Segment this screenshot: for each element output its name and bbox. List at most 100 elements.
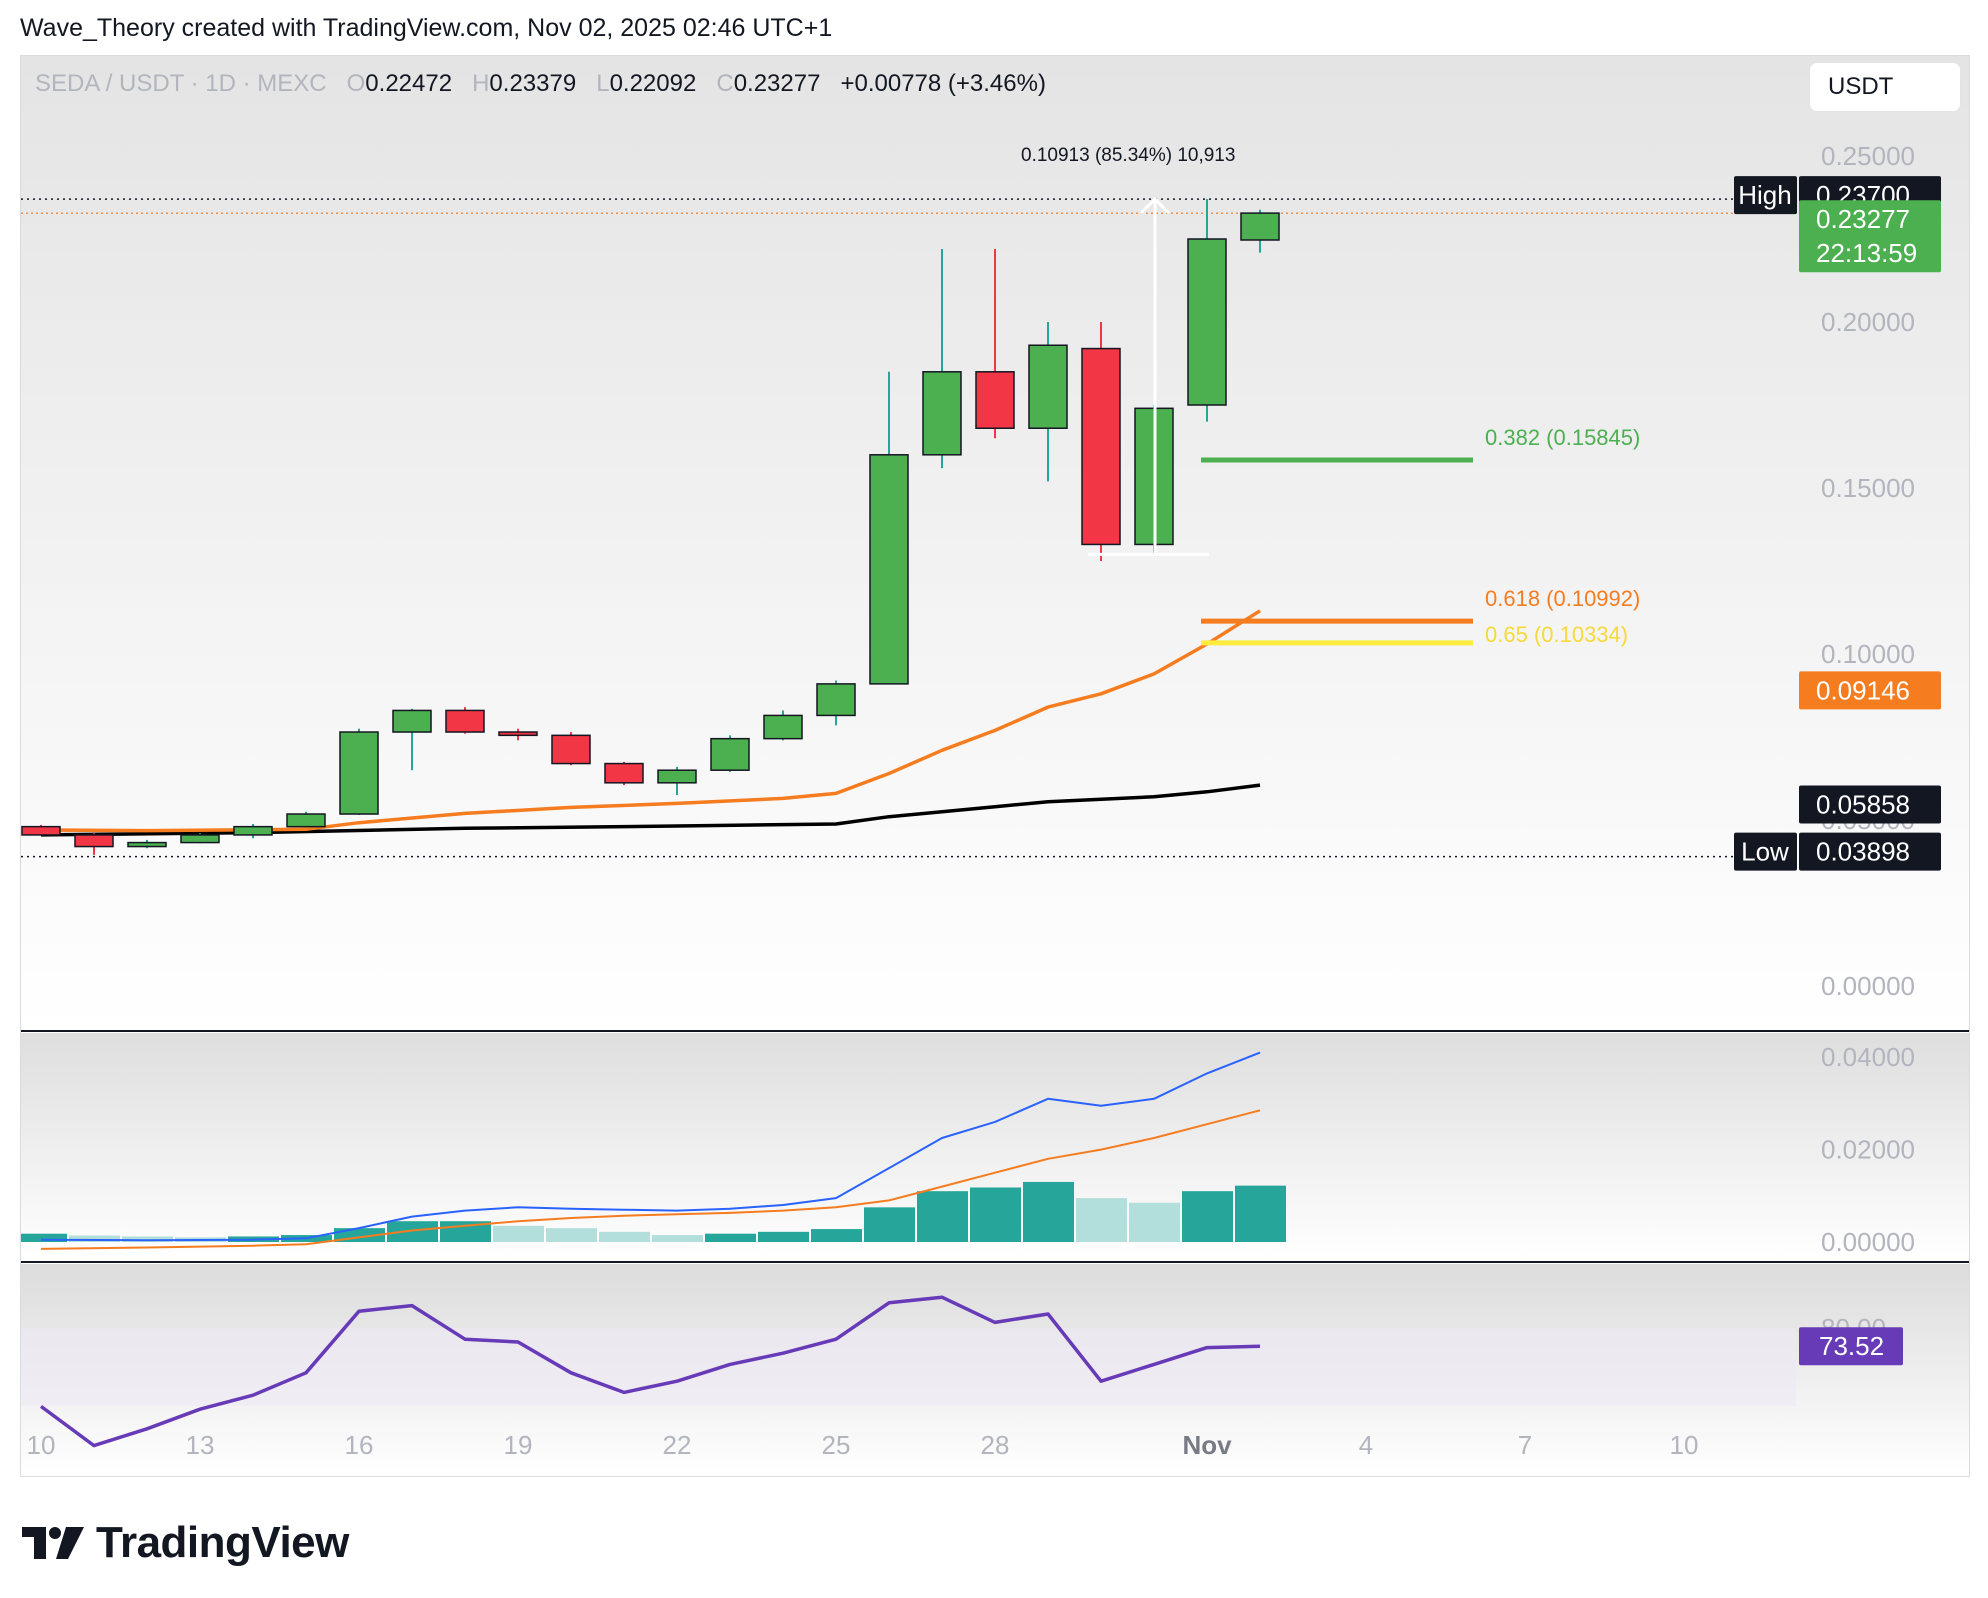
candle-body <box>604 762 644 784</box>
candle-body <box>1240 212 1280 241</box>
candle-body <box>392 709 432 733</box>
x-axis: 10 13 16 19 22 25 28 Nov 4 7 10 <box>27 1430 1699 1460</box>
candle-body <box>922 371 962 456</box>
candle-body <box>1187 238 1227 406</box>
candle-body <box>657 769 697 784</box>
price-label-value: 0.03898 <box>1816 837 1910 867</box>
macd-histogram-bar <box>705 1233 756 1242</box>
chart-canvas[interactable]: 0.250000.200000.150000.100000.050000.000… <box>21 56 1969 1476</box>
price-tag-box <box>1734 832 1797 871</box>
macd-histogram-bar <box>599 1231 650 1242</box>
candle-body <box>498 731 538 737</box>
macd-axis-tick: 0.00000 <box>1821 1227 1915 1257</box>
x-axis-tick: 28 <box>981 1430 1010 1460</box>
tradingview-brand-name: TradingView <box>96 1518 349 1567</box>
ema-fast-line <box>40 609 1261 833</box>
candle-body <box>233 825 273 836</box>
x-axis-tick: 10 <box>1670 1430 1699 1460</box>
price-axis-tick: 0.10000 <box>1821 639 1915 669</box>
price-axis-tick: 0.25000 <box>1821 141 1915 171</box>
main-pane-background <box>21 56 1969 1031</box>
macd-histogram-bar <box>1182 1191 1233 1242</box>
macd-histogram-bar <box>21 1233 67 1242</box>
price-axis-tick: 0.00000 <box>1821 971 1915 1001</box>
candle-body <box>710 737 750 771</box>
rsi-line <box>39 1295 1261 1448</box>
x-axis-tick: 22 <box>663 1430 692 1460</box>
ohlc-legend: SEDA / USDT · 1D · MEXC O0.22472 H0.2337… <box>35 70 1046 98</box>
macd-histogram-bar <box>387 1221 438 1242</box>
ema-slow-line <box>40 783 1261 837</box>
candle-body <box>975 371 1015 429</box>
open-value: 0.22472 <box>365 70 453 97</box>
rsi-band <box>21 1328 1796 1406</box>
candle-body <box>869 454 909 685</box>
price-label-countdown: 22:13:59 <box>1816 238 1917 268</box>
price-axis-tick: 0.15000 <box>1821 473 1915 503</box>
tradingview-logo-icon <box>22 1527 84 1559</box>
price-label-box <box>1799 785 1941 824</box>
change-value: +0.00778 (+3.46%) <box>840 70 1046 97</box>
macd-histogram-bar <box>493 1225 544 1242</box>
macd-histogram-bar <box>652 1235 703 1242</box>
rsi-value-label: 73.52 <box>1819 1331 1884 1361</box>
macd-histogram-bar <box>1129 1202 1180 1242</box>
macd-histogram-bar <box>917 1191 968 1242</box>
candle-body <box>445 709 485 733</box>
candle-body <box>21 825 61 836</box>
candle-body <box>127 841 167 848</box>
x-axis-tick: 25 <box>822 1430 851 1460</box>
currency-button[interactable]: USDT <box>1809 62 1961 112</box>
chart-frame[interactable]: 0.250000.200000.150000.100000.050000.000… <box>20 55 1970 1477</box>
fib-level-label: 0.618 (0.10992) <box>1485 586 1640 611</box>
macd-signal-line <box>40 1109 1261 1250</box>
price-label-value: 0.05858 <box>1816 790 1910 820</box>
candle-body <box>816 683 856 717</box>
rsi-value-box <box>1799 1327 1903 1366</box>
close-value: 0.23277 <box>733 70 821 97</box>
price-label-box <box>1799 671 1941 710</box>
tradingview-logo[interactable]: TradingView <box>22 1518 349 1568</box>
price-label-value: 0.09146 <box>1816 675 1910 705</box>
candle-body <box>339 731 379 815</box>
price-tag-label: High <box>1738 180 1791 210</box>
macd-axis-tick: 0.04000 <box>1821 1042 1915 1072</box>
macd-pane: 0.04000 0.02000 0.00000 <box>21 1042 1915 1257</box>
high-value: 0.23379 <box>489 70 577 97</box>
chart-author-header: Wave_Theory created with TradingView.com… <box>20 14 833 42</box>
macd-histogram-bar <box>1235 1185 1286 1242</box>
low-label: L <box>596 70 610 97</box>
x-axis-tick: 10 <box>27 1430 56 1460</box>
fib-level-label: 0.382 (0.15845) <box>1485 425 1640 450</box>
macd-histogram-bar <box>758 1231 809 1242</box>
macd-histogram-bar <box>1076 1198 1127 1242</box>
macd-histogram-bar <box>970 1187 1021 1242</box>
candle-body <box>286 813 326 828</box>
symbol-label: SEDA / USDT · 1D · MEXC <box>35 70 327 97</box>
x-axis-tick: 16 <box>345 1430 374 1460</box>
macd-histogram-bar <box>1023 1181 1074 1242</box>
price-tag-box <box>1734 176 1797 215</box>
macd-line <box>40 1051 1261 1242</box>
price-tag-label: Low <box>1741 837 1789 867</box>
measure-arrow-head <box>1139 197 1171 215</box>
candle-body <box>74 834 114 848</box>
fib-level-label: 0.65 (0.10334) <box>1485 622 1628 647</box>
price-axis-tick: 0.20000 <box>1821 307 1915 337</box>
price-label-value: 0.23277 <box>1816 204 1910 234</box>
macd-axis-tick: 0.02000 <box>1821 1135 1915 1165</box>
candle-body <box>1081 347 1121 546</box>
x-axis-tick: 13 <box>186 1430 215 1460</box>
macd-histogram-bar <box>864 1207 915 1242</box>
candle-body <box>180 834 220 844</box>
macd-histogram-bar <box>811 1229 862 1242</box>
macd-histogram-bar <box>546 1228 597 1242</box>
price-label-box <box>1799 200 1941 273</box>
low-value: 0.22092 <box>609 70 697 97</box>
x-axis-tick: 7 <box>1518 1430 1532 1460</box>
candle-body <box>763 714 803 740</box>
candle-body <box>1028 344 1068 429</box>
close-label: C <box>716 70 734 97</box>
macd-histogram-bar <box>69 1235 120 1242</box>
